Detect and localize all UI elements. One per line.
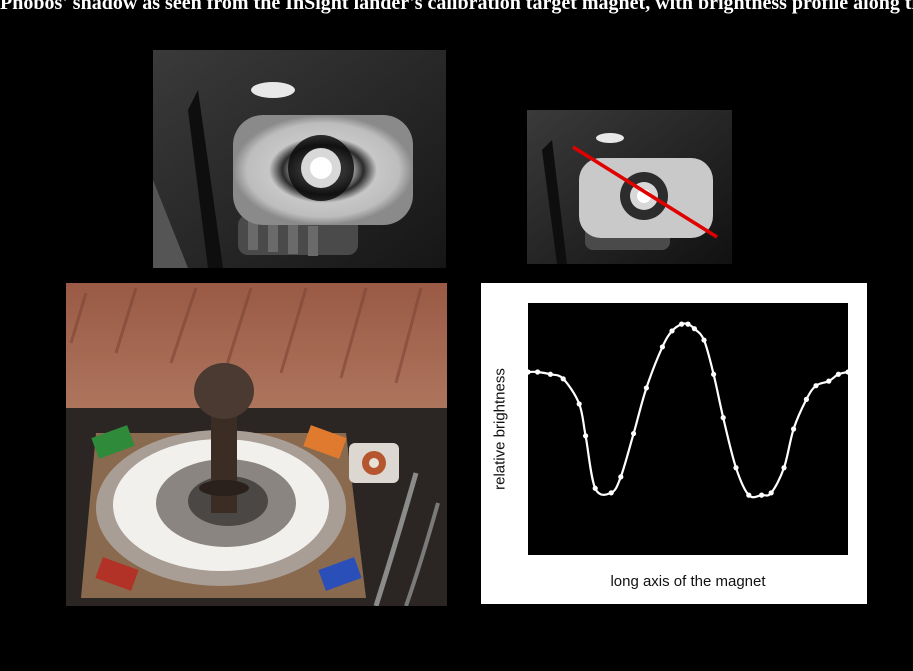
data-point	[746, 492, 752, 498]
data-point	[547, 371, 553, 377]
data-point	[643, 385, 649, 391]
profile-red-line	[572, 145, 718, 239]
data-point	[618, 474, 624, 480]
calibration-target-image	[66, 283, 447, 606]
data-point	[711, 371, 717, 377]
data-point	[560, 376, 566, 382]
data-point	[813, 383, 819, 389]
data-point	[803, 396, 809, 402]
data-point	[826, 378, 832, 384]
data-point	[659, 344, 665, 350]
brightness-profile-chart: relative brightness long axis of the mag…	[481, 283, 867, 604]
plot-area	[528, 303, 848, 555]
data-point	[720, 415, 726, 421]
magnet-profile-line-image	[527, 110, 732, 264]
data-point	[631, 430, 637, 437]
data-point	[592, 485, 598, 491]
data-point	[685, 321, 691, 327]
series-line	[528, 322, 848, 499]
data-point	[701, 337, 707, 343]
y-axis-label: relative brightness	[491, 368, 509, 490]
figure-caption: Phobos' shadow as seen from the InSight …	[0, 0, 913, 14]
data-point	[583, 433, 589, 439]
data-point	[733, 465, 739, 471]
data-point	[759, 492, 765, 498]
data-point	[608, 490, 614, 496]
data-point	[768, 490, 774, 496]
data-point	[781, 465, 787, 471]
data-point	[679, 321, 685, 327]
data-point	[791, 426, 797, 432]
data-point	[528, 369, 531, 375]
magnet-stripes	[248, 220, 318, 256]
magnet-closeup-image	[153, 50, 446, 268]
data-point	[535, 369, 541, 375]
x-axis-label: long axis of the magnet	[610, 573, 766, 590]
data-point	[835, 371, 841, 377]
data-point	[845, 369, 848, 375]
data-point	[669, 328, 675, 334]
data-point	[576, 401, 582, 407]
data-point	[691, 326, 697, 332]
